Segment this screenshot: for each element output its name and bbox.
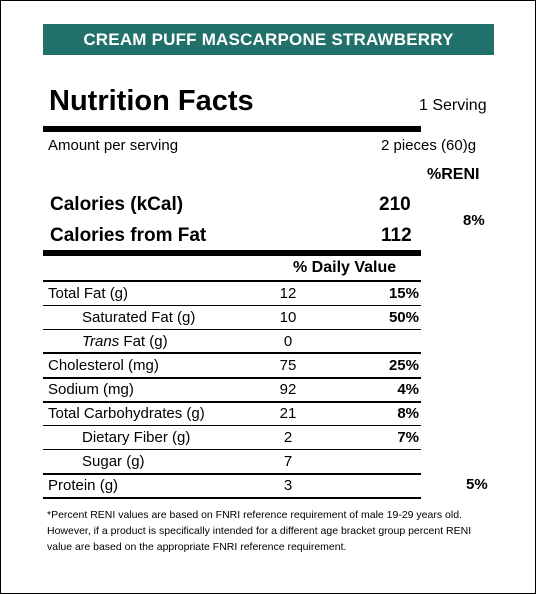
nutrient-row-protein: Protein (g) 3: [43, 474, 421, 497]
nutrient-label: Saturated Fat (g): [82, 309, 196, 326]
reni-header: %RENI: [427, 166, 480, 183]
nutrient-label: Cholesterol (mg): [48, 357, 159, 374]
nutrient-label: Total Fat (g): [48, 285, 129, 302]
nutrient-amount: 7: [283, 453, 293, 470]
nutrient-label: Sodium (mg): [48, 381, 134, 398]
divider: [43, 305, 421, 306]
nutrient-label: Trans Fat (g): [82, 333, 168, 350]
nutrient-daily-value: 7%: [397, 429, 419, 446]
divider: [43, 329, 421, 330]
nutrient-amount: 12: [279, 285, 297, 302]
divider: [43, 280, 421, 282]
nutrient-label: Protein (g): [48, 477, 119, 494]
nutrient-amount: 92: [279, 381, 297, 398]
nutrient-amount: 3: [283, 477, 293, 494]
nutrient-daily-value: 15%: [388, 285, 419, 302]
calories-label: Calories (kCal): [50, 194, 184, 215]
nutrient-row-sodium: Sodium (mg) 92 4%: [43, 378, 421, 401]
nutrient-daily-value: 8%: [397, 405, 419, 422]
trans-fat-rest: Fat (g): [119, 333, 168, 350]
nutrition-facts-title: Nutrition Facts: [49, 85, 254, 117]
serving-count: 1 Serving: [419, 97, 487, 114]
daily-value-header: % Daily Value: [293, 259, 397, 276]
nutrient-label: Dietary Fiber (g): [82, 429, 191, 446]
nutrient-amount: 2: [283, 429, 293, 446]
divider: [43, 401, 421, 403]
nutrient-label: Sugar (g): [82, 453, 145, 470]
product-name-banner: CREAM PUFF MASCARPONE STRAWBERRY: [43, 24, 494, 55]
nutrient-row-cholesterol: Cholesterol (mg) 75 25%: [43, 354, 421, 377]
nutrient-row-total-fat: Total Fat (g) 12 15%: [43, 282, 421, 305]
nutrient-row-dietary-fiber: Dietary Fiber (g) 2 7%: [43, 426, 421, 449]
protein-reni: 5%: [466, 476, 488, 493]
divider: [43, 352, 421, 354]
nutrient-row-total-carbohydrates: Total Carbohydrates (g) 21 8%: [43, 402, 421, 425]
nutrient-row-trans-fat: Trans Fat (g) 0: [43, 330, 421, 353]
divider: [43, 473, 421, 475]
divider: [43, 497, 421, 499]
nutrient-amount: 75: [279, 357, 297, 374]
divider: [43, 425, 421, 426]
divider: [43, 449, 421, 450]
amount-per-serving-value: 2 pieces (60)g: [381, 137, 477, 154]
trans-word: Trans: [82, 333, 120, 350]
calories-value: 210: [379, 194, 411, 215]
calories-from-fat-label: Calories from Fat: [50, 225, 207, 246]
thick-divider: [43, 250, 421, 256]
nutrient-row-saturated-fat: Saturated Fat (g) 10 50%: [43, 306, 421, 329]
nutrient-daily-value: 25%: [388, 357, 419, 374]
calories-from-fat-value: 112: [381, 225, 412, 246]
reni-footnote: *Percent RENI values are based on FNRI r…: [47, 509, 472, 553]
divider: [43, 377, 421, 379]
nutrient-amount: 0: [283, 333, 293, 350]
amount-per-serving-label: Amount per serving: [48, 137, 179, 154]
calories-reni: 8%: [463, 212, 485, 229]
nutrient-row-sugar: Sugar (g) 7: [43, 450, 421, 473]
thick-divider: [43, 126, 421, 132]
nutrient-daily-value: 4%: [397, 381, 419, 398]
nutrient-amount: 10: [279, 309, 297, 326]
nutrient-amount: 21: [279, 405, 297, 422]
nutrient-label: Total Carbohydrates (g): [48, 405, 205, 422]
nutrient-daily-value: 50%: [388, 309, 419, 326]
